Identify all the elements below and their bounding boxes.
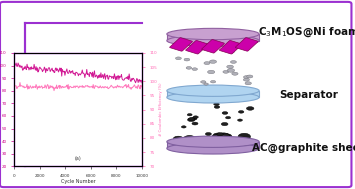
Ellipse shape — [167, 92, 259, 103]
FancyBboxPatch shape — [167, 142, 259, 148]
Ellipse shape — [232, 72, 238, 75]
Ellipse shape — [227, 69, 235, 72]
Ellipse shape — [225, 116, 231, 119]
Ellipse shape — [228, 50, 234, 53]
Ellipse shape — [204, 62, 210, 65]
Ellipse shape — [173, 136, 183, 142]
Ellipse shape — [189, 118, 195, 120]
Ellipse shape — [244, 76, 249, 78]
Ellipse shape — [204, 83, 208, 85]
Ellipse shape — [181, 126, 186, 128]
Ellipse shape — [247, 75, 253, 78]
Ellipse shape — [185, 138, 197, 144]
FancyBboxPatch shape — [167, 34, 259, 41]
Ellipse shape — [191, 117, 197, 120]
Ellipse shape — [217, 133, 223, 136]
Ellipse shape — [167, 136, 259, 147]
Text: C$_3$M$_1$OS@Ni foam: C$_3$M$_1$OS@Ni foam — [258, 25, 355, 39]
Ellipse shape — [167, 28, 259, 40]
Ellipse shape — [238, 133, 250, 140]
Ellipse shape — [187, 114, 192, 116]
Ellipse shape — [201, 81, 206, 83]
FancyBboxPatch shape — [0, 2, 351, 187]
Ellipse shape — [208, 70, 215, 74]
Ellipse shape — [187, 118, 195, 122]
Ellipse shape — [245, 82, 251, 85]
Ellipse shape — [205, 132, 212, 135]
Ellipse shape — [239, 111, 244, 113]
Ellipse shape — [184, 136, 196, 142]
Ellipse shape — [182, 139, 191, 144]
Ellipse shape — [196, 138, 208, 145]
FancyBboxPatch shape — [235, 38, 258, 51]
Ellipse shape — [192, 122, 198, 125]
Ellipse shape — [175, 57, 181, 60]
Ellipse shape — [214, 103, 219, 105]
FancyBboxPatch shape — [186, 40, 208, 54]
Ellipse shape — [212, 135, 221, 140]
Text: AC@graphite sheet: AC@graphite sheet — [252, 142, 355, 153]
Ellipse shape — [167, 143, 259, 154]
FancyBboxPatch shape — [202, 40, 224, 53]
Ellipse shape — [227, 65, 234, 68]
Ellipse shape — [210, 98, 218, 101]
Ellipse shape — [209, 60, 217, 63]
Ellipse shape — [192, 68, 197, 70]
Ellipse shape — [222, 112, 228, 114]
FancyBboxPatch shape — [167, 91, 259, 97]
Ellipse shape — [230, 60, 236, 63]
Ellipse shape — [240, 139, 251, 145]
Ellipse shape — [167, 35, 259, 46]
Ellipse shape — [211, 81, 216, 83]
Text: Separator: Separator — [279, 90, 338, 99]
Text: (a): (a) — [75, 156, 82, 161]
Y-axis label: # Coulombic Efficiency (%): # Coulombic Efficiency (%) — [159, 83, 163, 136]
Ellipse shape — [167, 85, 259, 96]
Ellipse shape — [214, 106, 220, 108]
Ellipse shape — [213, 133, 224, 139]
Ellipse shape — [203, 139, 211, 143]
Ellipse shape — [243, 78, 250, 81]
Ellipse shape — [184, 58, 190, 61]
X-axis label: Cycle Number: Cycle Number — [61, 179, 95, 184]
Ellipse shape — [218, 133, 230, 139]
Ellipse shape — [221, 122, 228, 126]
Ellipse shape — [237, 119, 242, 121]
Ellipse shape — [186, 67, 192, 69]
FancyBboxPatch shape — [170, 38, 192, 51]
Ellipse shape — [193, 116, 198, 118]
Ellipse shape — [223, 70, 229, 73]
Ellipse shape — [246, 107, 254, 110]
Ellipse shape — [222, 134, 232, 139]
FancyBboxPatch shape — [219, 40, 242, 54]
